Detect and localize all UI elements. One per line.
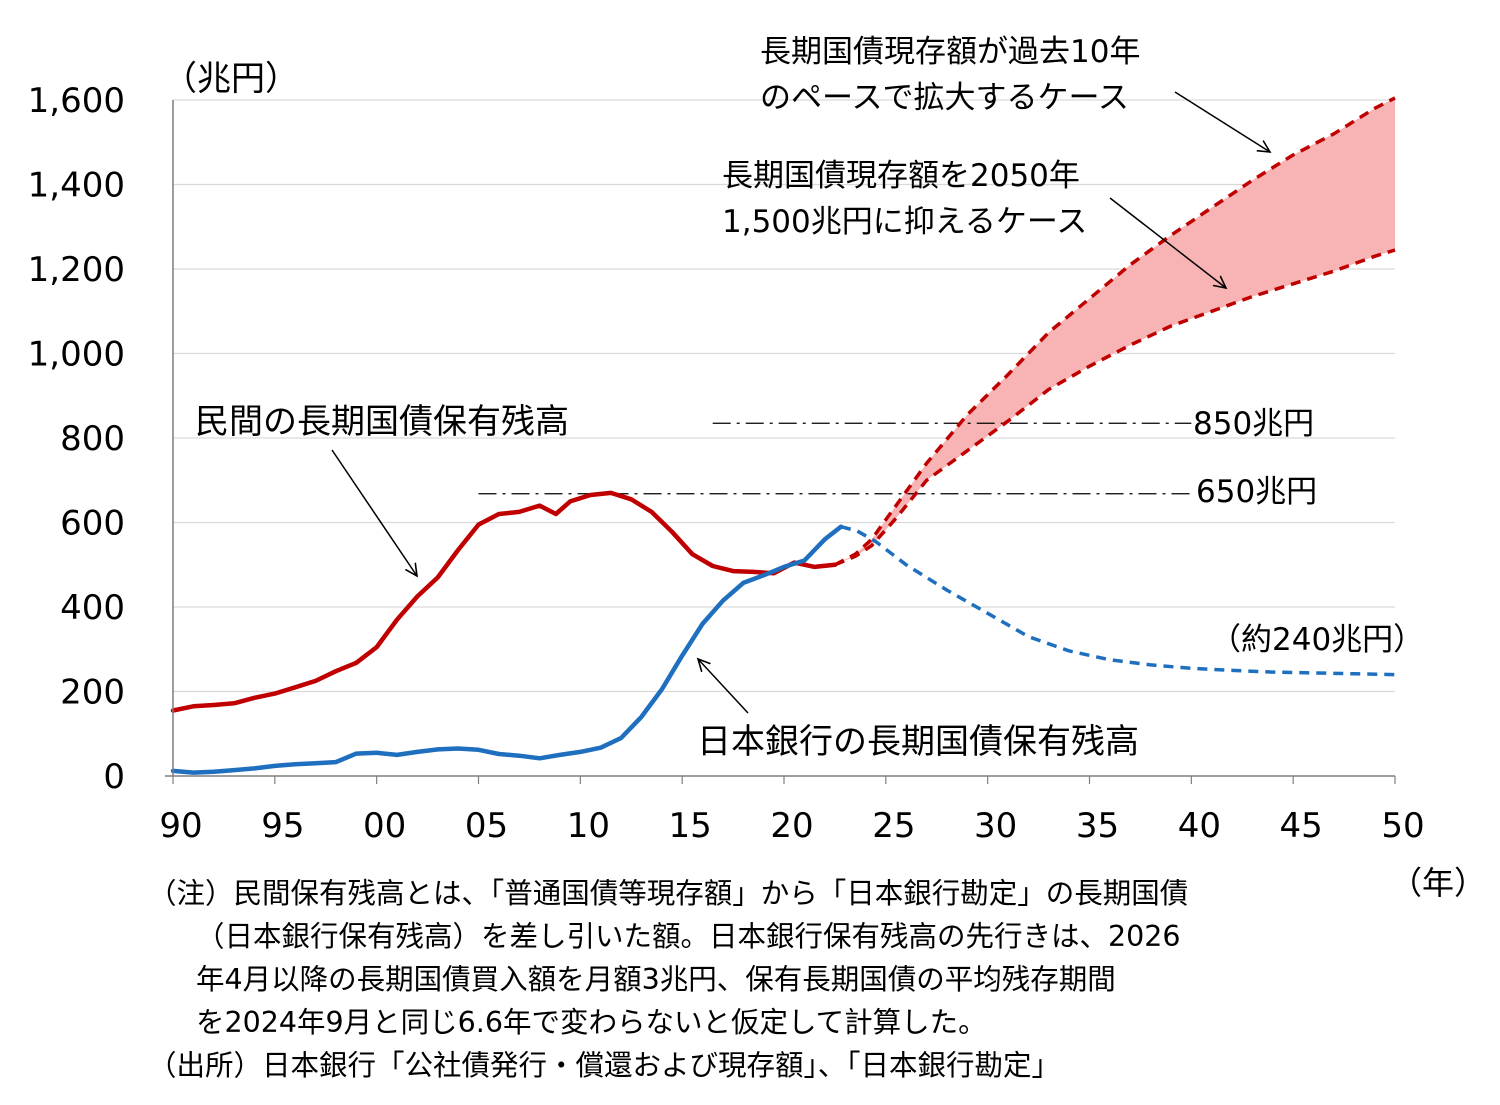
series-line bbox=[834, 96, 1396, 567]
x-tick-label: 45 bbox=[1280, 806, 1323, 846]
note-line-1: （注）民間保有残高とは、「普通国債等現存額」から「日本銀行勘定」の長期国債 bbox=[148, 877, 1189, 910]
note-line-4: を2024年9月と同じ6.6年で変わらないと仮定して計算した。 bbox=[196, 1006, 987, 1039]
series-line bbox=[170, 490, 838, 713]
y-tick-label: 1,400 bbox=[28, 166, 125, 206]
x-tick-label: 30 bbox=[974, 806, 1017, 846]
x-tick-label: 50 bbox=[1381, 806, 1424, 846]
y-tick-label: 400 bbox=[60, 588, 125, 628]
x-tick-labels: 90 95 00 05 10 15 20 25 30 35 40 45 50 bbox=[159, 776, 1425, 846]
y-tick-label: 200 bbox=[60, 673, 125, 713]
upper-case-label-line1: 長期国債現存額が過去10年 bbox=[760, 34, 1140, 70]
x-tick-label: 35 bbox=[1076, 806, 1119, 846]
source-line: （出所）日本銀行「公社債発行・償還および現存額」、「日本銀行勘定」 bbox=[148, 1049, 1061, 1082]
reference-line-850-label: 850兆円 bbox=[1193, 406, 1314, 442]
footnotes: （注）民間保有残高とは、「普通国債等現存額」から「日本銀行勘定」の長期国債 （日… bbox=[148, 872, 1388, 1087]
y-tick-label: 1,200 bbox=[28, 250, 125, 290]
y-tick-label: 1,000 bbox=[28, 335, 125, 375]
reference-lines bbox=[478, 422, 1192, 495]
upper-case-arrow bbox=[1174, 91, 1270, 152]
boj-holdings-label: 日本銀行の長期国債保有残高 bbox=[697, 722, 1139, 762]
chart: 0 200 400 600 800 1,000 1,200 1,400 1,600 90 95 00… bbox=[28, 34, 1425, 846]
boj-end-value-label: （約240兆円） bbox=[1210, 622, 1424, 658]
x-tick-label: 15 bbox=[669, 806, 712, 846]
x-tick-label: 10 bbox=[567, 806, 610, 846]
x-tick-label: 25 bbox=[872, 806, 915, 846]
boj-label-arrow bbox=[698, 659, 749, 714]
private-holdings-label: 民間の長期国債保有残高 bbox=[195, 402, 569, 442]
series-line bbox=[840, 525, 1396, 677]
y-tick-label: 0 bbox=[103, 757, 125, 797]
x-tick-label: 00 bbox=[363, 806, 406, 846]
lower-case-label-line1: 長期国債現存額を2050年 bbox=[722, 158, 1080, 194]
series-lines bbox=[170, 96, 1396, 775]
x-tick-label: 05 bbox=[465, 806, 508, 846]
series-line bbox=[834, 248, 1396, 567]
series-line bbox=[170, 524, 844, 775]
x-tick-label: 90 bbox=[159, 806, 202, 846]
x-axis-unit-label: （年） bbox=[1390, 864, 1487, 902]
x-tick-label: 20 bbox=[770, 806, 813, 846]
gridlines bbox=[173, 99, 1395, 693]
y-tick-label: 600 bbox=[60, 504, 125, 544]
lower-case-label-line2: 1,500兆円に抑えるケース bbox=[722, 204, 1087, 240]
note-line-2: （日本銀行保有残高）を差し引いた額。日本銀行保有残高の先行きは、2026 bbox=[196, 920, 1181, 953]
reference-line-650-label: 650兆円 bbox=[1196, 474, 1317, 510]
y-axis-unit-label: （兆円） bbox=[163, 59, 299, 99]
y-tick-labels: 0 200 400 600 800 1,000 1,200 1,400 1,600 bbox=[28, 81, 125, 797]
private-label-arrow bbox=[331, 449, 417, 576]
lower-case-arrow bbox=[1109, 197, 1226, 288]
y-tick-label: 800 bbox=[60, 419, 125, 459]
x-tick-label: 40 bbox=[1178, 806, 1221, 846]
y-tick-label: 1,600 bbox=[28, 81, 125, 121]
upper-case-label-line2: のペースで拡大するケース bbox=[760, 80, 1129, 116]
note-line-3: 年4月以降の長期国債買入額を月額3兆円、保有長期国債の平均残存期間 bbox=[196, 963, 1116, 996]
axes bbox=[165, 100, 1395, 777]
scenario-range-band bbox=[834, 97, 1395, 565]
x-tick-label: 95 bbox=[261, 806, 304, 846]
